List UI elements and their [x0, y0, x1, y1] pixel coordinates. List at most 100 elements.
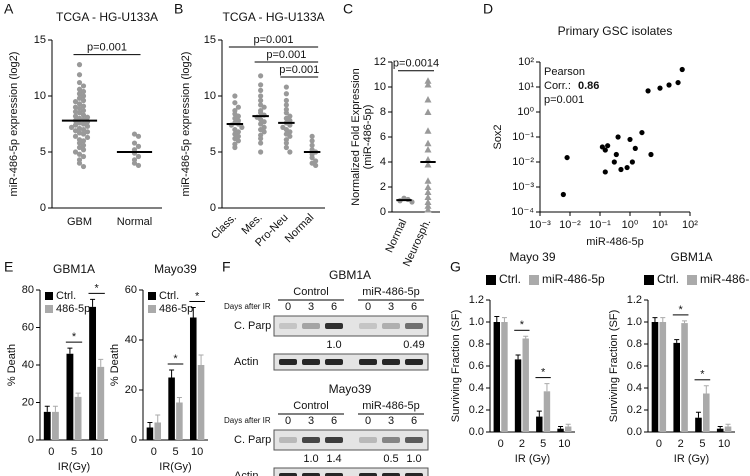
blot-band: [279, 437, 297, 443]
blot-band: [302, 359, 320, 365]
data-point: [283, 84, 289, 90]
data-point: [258, 97, 264, 104]
data-point: [283, 91, 289, 97]
error-bar: [515, 354, 521, 360]
data-point: [615, 134, 621, 140]
band-quant: 0.5: [383, 453, 398, 465]
error-bar: [494, 316, 500, 322]
data-point: [84, 134, 91, 141]
y-axis-label: Surviving Fraction (SF): [450, 310, 462, 422]
y-tick-label: 10: [374, 81, 386, 93]
y-tick-label: 0.8: [627, 338, 642, 350]
legend-label: Ctrl.: [56, 290, 76, 302]
error-bar: [682, 320, 688, 324]
y-tick-label: 0.4: [627, 382, 642, 394]
data-point: [424, 127, 432, 134]
blot-band: [405, 473, 423, 476]
error-bar: [98, 358, 104, 367]
x-tick-label: 0: [151, 446, 157, 458]
data-point: [624, 164, 630, 171]
p-value: p=0.001: [279, 64, 319, 76]
days-label: Days after IR: [224, 302, 271, 311]
chart-title: GBM1A: [53, 262, 95, 276]
data-point: [235, 104, 241, 110]
data-point: [80, 107, 87, 114]
data-point: [76, 110, 83, 116]
legend-swatch: [45, 305, 53, 313]
x-tick-label: 10: [191, 446, 203, 458]
data-point: [675, 79, 681, 86]
data-point: [639, 129, 645, 136]
blot-strip: [273, 429, 429, 451]
data-point: [309, 133, 315, 139]
error-bar: [52, 405, 58, 412]
bar: [543, 391, 551, 432]
x-tick-label: 5: [540, 438, 546, 450]
data-point: [80, 103, 87, 109]
panel-label: A: [4, 1, 14, 17]
y-tick-label: 20: [22, 396, 34, 408]
y-tick-label: 10⁰: [517, 106, 534, 118]
bar: [695, 417, 702, 432]
day-label: 6: [331, 415, 337, 427]
data-point: [560, 191, 566, 198]
x-tick-label: 10⁻²: [559, 219, 581, 231]
day-label: 6: [331, 301, 337, 313]
data-point: [76, 140, 83, 146]
blot-band: [325, 323, 343, 329]
y-tick-label: 0.0: [627, 426, 642, 438]
data-point: [283, 140, 289, 146]
error-bar: [652, 317, 658, 322]
y-tick-label: 10²: [518, 56, 534, 68]
x-tick-label: 2: [519, 438, 525, 450]
blot-band: [325, 437, 343, 443]
chart-title: TCGA - HG-U133A: [56, 10, 158, 24]
legend-label: Ctrl.: [499, 272, 521, 286]
data-point: [84, 123, 91, 129]
y-tick-label: 0: [28, 434, 34, 446]
error-bar: [147, 422, 153, 428]
data-point: [80, 131, 87, 137]
bar: [97, 366, 105, 440]
significance-star: *: [541, 367, 546, 379]
x-axis-label: IR(Gy): [159, 461, 191, 473]
chart-title: Mayo 39: [509, 250, 555, 264]
legend-label: miR-486-5p: [542, 272, 605, 286]
panel-label: E: [4, 259, 13, 275]
day-label: 0: [365, 415, 371, 427]
bar: [564, 426, 572, 432]
group-label: miR-486-5p: [362, 286, 419, 298]
blot-title: GBM1A: [329, 268, 371, 282]
x-tick-label: GBM: [67, 216, 92, 228]
data-point: [424, 81, 432, 88]
x-tick-label: Normal: [283, 212, 317, 246]
y-tick-label: 10⁻¹: [512, 131, 534, 143]
bar: [501, 322, 508, 432]
bar: [176, 402, 183, 440]
row-label: C. Parp: [234, 434, 271, 446]
y-axis-label: miR-486-5p expression (log2): [8, 52, 20, 197]
x-tick-label: Normal: [383, 217, 409, 254]
data-point: [80, 97, 87, 104]
significance-star: *: [72, 331, 77, 343]
error-bar: [536, 410, 542, 417]
data-point: [72, 133, 79, 139]
correlation: 0.86: [578, 80, 599, 92]
error-bar: [695, 411, 701, 418]
blot-band: [302, 473, 320, 476]
error-bar: [703, 385, 709, 394]
blot-strip: [273, 467, 429, 476]
day-label: 3: [308, 415, 314, 427]
data-point: [424, 96, 432, 103]
day-label: 3: [388, 301, 394, 313]
blot-band: [279, 323, 297, 329]
data-point: [424, 193, 432, 200]
y-tick-label: 15: [204, 34, 216, 46]
bar: [659, 322, 667, 432]
data-point: [76, 62, 83, 68]
panel-label: G: [450, 259, 461, 275]
panel-label: B: [174, 1, 183, 17]
data-point: [645, 88, 651, 94]
x-tick-label: 10⁻³: [529, 219, 551, 231]
p-value: p=0.001: [266, 49, 306, 61]
